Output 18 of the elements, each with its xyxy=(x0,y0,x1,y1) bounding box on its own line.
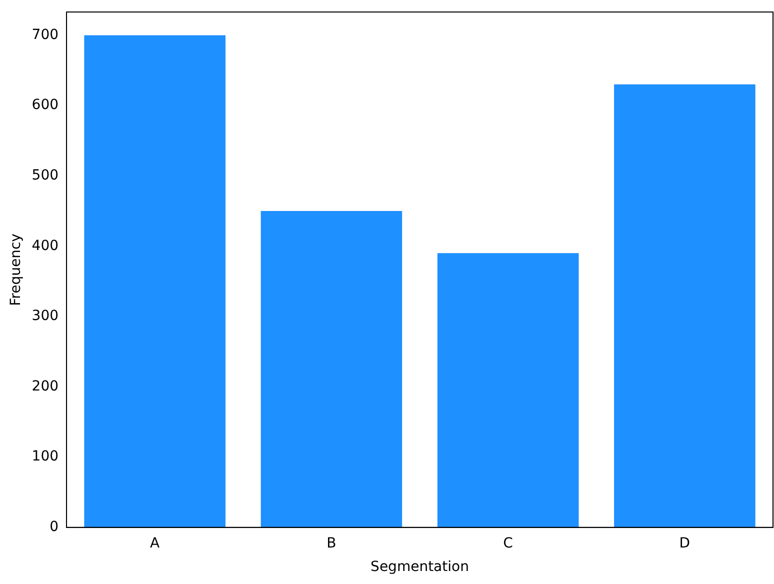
x-tick-label: C xyxy=(503,535,514,552)
x-tick-label: A xyxy=(150,535,160,552)
y-axis-title: Frequency xyxy=(8,234,24,306)
y-tick-label: 500 xyxy=(32,167,59,184)
y-tick-label: 600 xyxy=(32,97,59,114)
y-tick-label: 700 xyxy=(32,26,59,43)
x-tick-label: D xyxy=(679,535,690,552)
x-axis-title: Segmentation xyxy=(370,559,469,576)
bar xyxy=(614,84,756,528)
y-tick-label: 200 xyxy=(32,378,59,394)
bar xyxy=(84,35,226,528)
y-tick-label: 300 xyxy=(32,308,59,324)
y-tick-label: 400 xyxy=(32,238,59,254)
bar xyxy=(437,253,579,528)
bar xyxy=(260,210,402,528)
x-tick-label: B xyxy=(326,535,336,552)
y-tick-label: 0 xyxy=(50,519,59,536)
y-tick-label: 100 xyxy=(32,448,59,465)
